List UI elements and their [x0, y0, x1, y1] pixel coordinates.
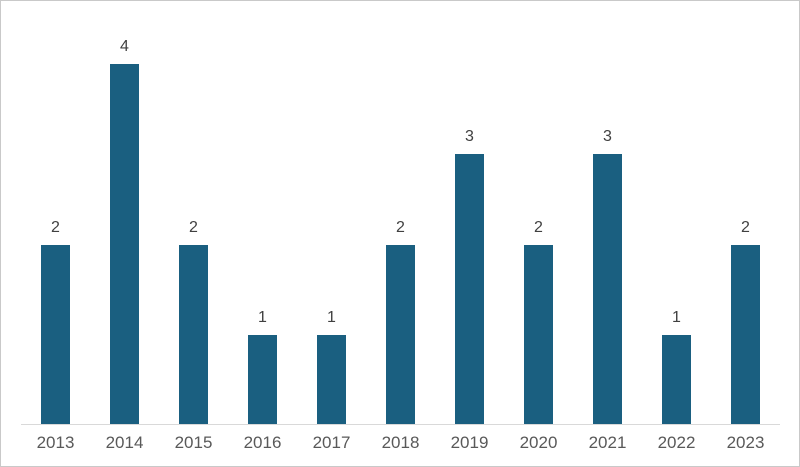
data-label: 1 — [258, 309, 267, 326]
data-label: 1 — [672, 309, 681, 326]
bar — [524, 245, 553, 425]
x-axis-tick-row: 2013 2014 2015 2016 2017 2018 2019 2020 2021 2022… — [21, 433, 780, 453]
x-axis-tick-label: 2021 — [588, 433, 627, 452]
x-axis-tick-label: 2018 — [381, 433, 420, 452]
x-axis-tick-label: 2017 — [312, 433, 351, 452]
bar — [731, 245, 760, 425]
bar — [662, 335, 691, 425]
bar — [386, 245, 415, 425]
bar-column: 1 — [642, 1, 711, 425]
bar — [317, 335, 346, 425]
bar — [248, 335, 277, 425]
bar — [455, 154, 484, 425]
data-label: 2 — [189, 219, 198, 236]
x-axis-tick-label: 2015 — [174, 433, 213, 452]
data-label: 2 — [534, 219, 543, 236]
x-axis-tick-label: 2013 — [36, 433, 75, 452]
data-label: 4 — [120, 38, 129, 55]
bar-column: 3 — [573, 1, 642, 425]
x-axis-tick-label: 2023 — [726, 433, 765, 452]
x-axis-tick-label: 2022 — [657, 433, 696, 452]
x-axis-tick-label: 2016 — [243, 433, 282, 452]
bar-column: 2 — [159, 1, 228, 425]
data-label: 2 — [741, 219, 750, 236]
bar-column: 2 — [504, 1, 573, 425]
bar-column: 2 — [21, 1, 90, 425]
bar-column: 3 — [435, 1, 504, 425]
bar-column: 1 — [297, 1, 366, 425]
bar — [41, 245, 70, 425]
bar — [593, 154, 622, 425]
bar-column: 1 — [228, 1, 297, 425]
plot-area: 2 4 2 1 1 2 3 2 3 1 2 — [21, 1, 780, 425]
bar-column: 2 — [711, 1, 780, 425]
x-axis-line — [21, 424, 780, 425]
bar — [179, 245, 208, 425]
x-axis-tick-label: 2020 — [519, 433, 558, 452]
data-label: 1 — [327, 309, 336, 326]
data-label: 3 — [603, 128, 612, 145]
data-label: 2 — [51, 219, 60, 236]
data-label: 3 — [465, 128, 474, 145]
bar-column: 4 — [90, 1, 159, 425]
data-label: 2 — [396, 219, 405, 236]
x-axis-tick-label: 2014 — [105, 433, 144, 452]
x-axis-tick-label: 2019 — [450, 433, 489, 452]
bar-column: 2 — [366, 1, 435, 425]
bar — [110, 64, 139, 425]
